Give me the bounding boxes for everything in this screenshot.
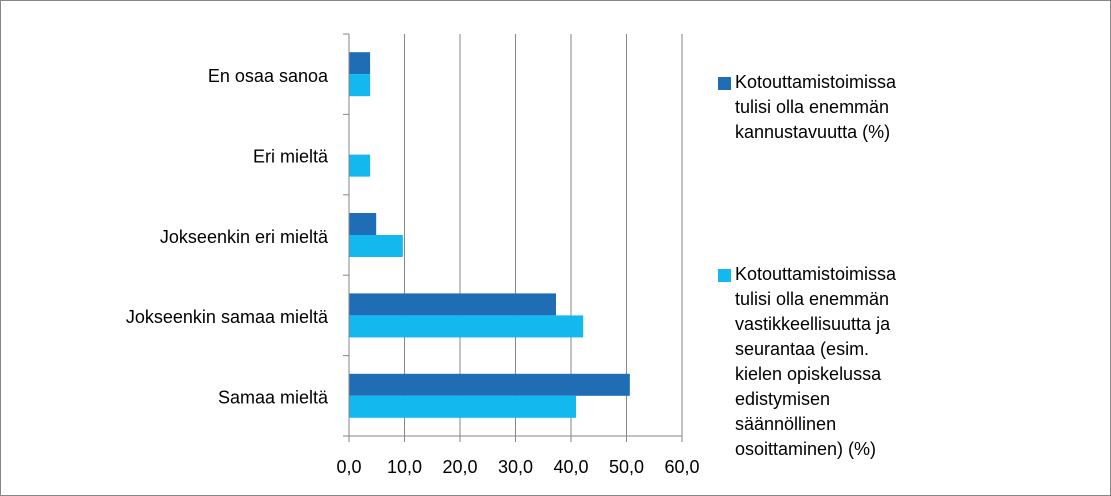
bar bbox=[349, 373, 630, 396]
bar bbox=[349, 52, 371, 75]
legend-entry: Kotouttamistoimissa tulisi olla enemmän … bbox=[718, 70, 1048, 145]
x-tick-label: 40,0 bbox=[553, 457, 588, 477]
legend-label: Kotouttamistoimissa tulisi olla enemmän … bbox=[735, 72, 897, 142]
bar bbox=[349, 154, 371, 177]
y-tick-label: Jokseenkin samaa mieltä bbox=[126, 307, 329, 327]
y-tick-label: Eri mieltä bbox=[253, 146, 329, 166]
bar bbox=[349, 395, 576, 418]
y-tick-label: Jokseenkin eri mieltä bbox=[160, 227, 329, 247]
bar bbox=[349, 293, 557, 316]
legend-entry: Kotouttamistoimissa tulisi olla enemmän … bbox=[718, 262, 1048, 462]
bar bbox=[349, 235, 403, 257]
legend-swatch bbox=[718, 269, 731, 282]
legend-label: Kotouttamistoimissa tulisi olla enemmän … bbox=[735, 264, 897, 459]
bar bbox=[349, 315, 584, 338]
y-tick-label: Samaa mieltä bbox=[218, 388, 329, 408]
x-tick-label: 50,0 bbox=[609, 457, 644, 477]
x-tick-label: 20,0 bbox=[442, 457, 477, 477]
y-tick-label: En osaa sanoa bbox=[208, 66, 329, 86]
x-tick-label: 60,0 bbox=[664, 457, 699, 477]
bar bbox=[349, 74, 371, 97]
bar bbox=[349, 213, 377, 235]
x-tick-label: 0,0 bbox=[336, 457, 361, 477]
x-tick-label: 30,0 bbox=[498, 457, 533, 477]
x-tick-label: 10,0 bbox=[387, 457, 422, 477]
legend-swatch bbox=[718, 77, 731, 90]
